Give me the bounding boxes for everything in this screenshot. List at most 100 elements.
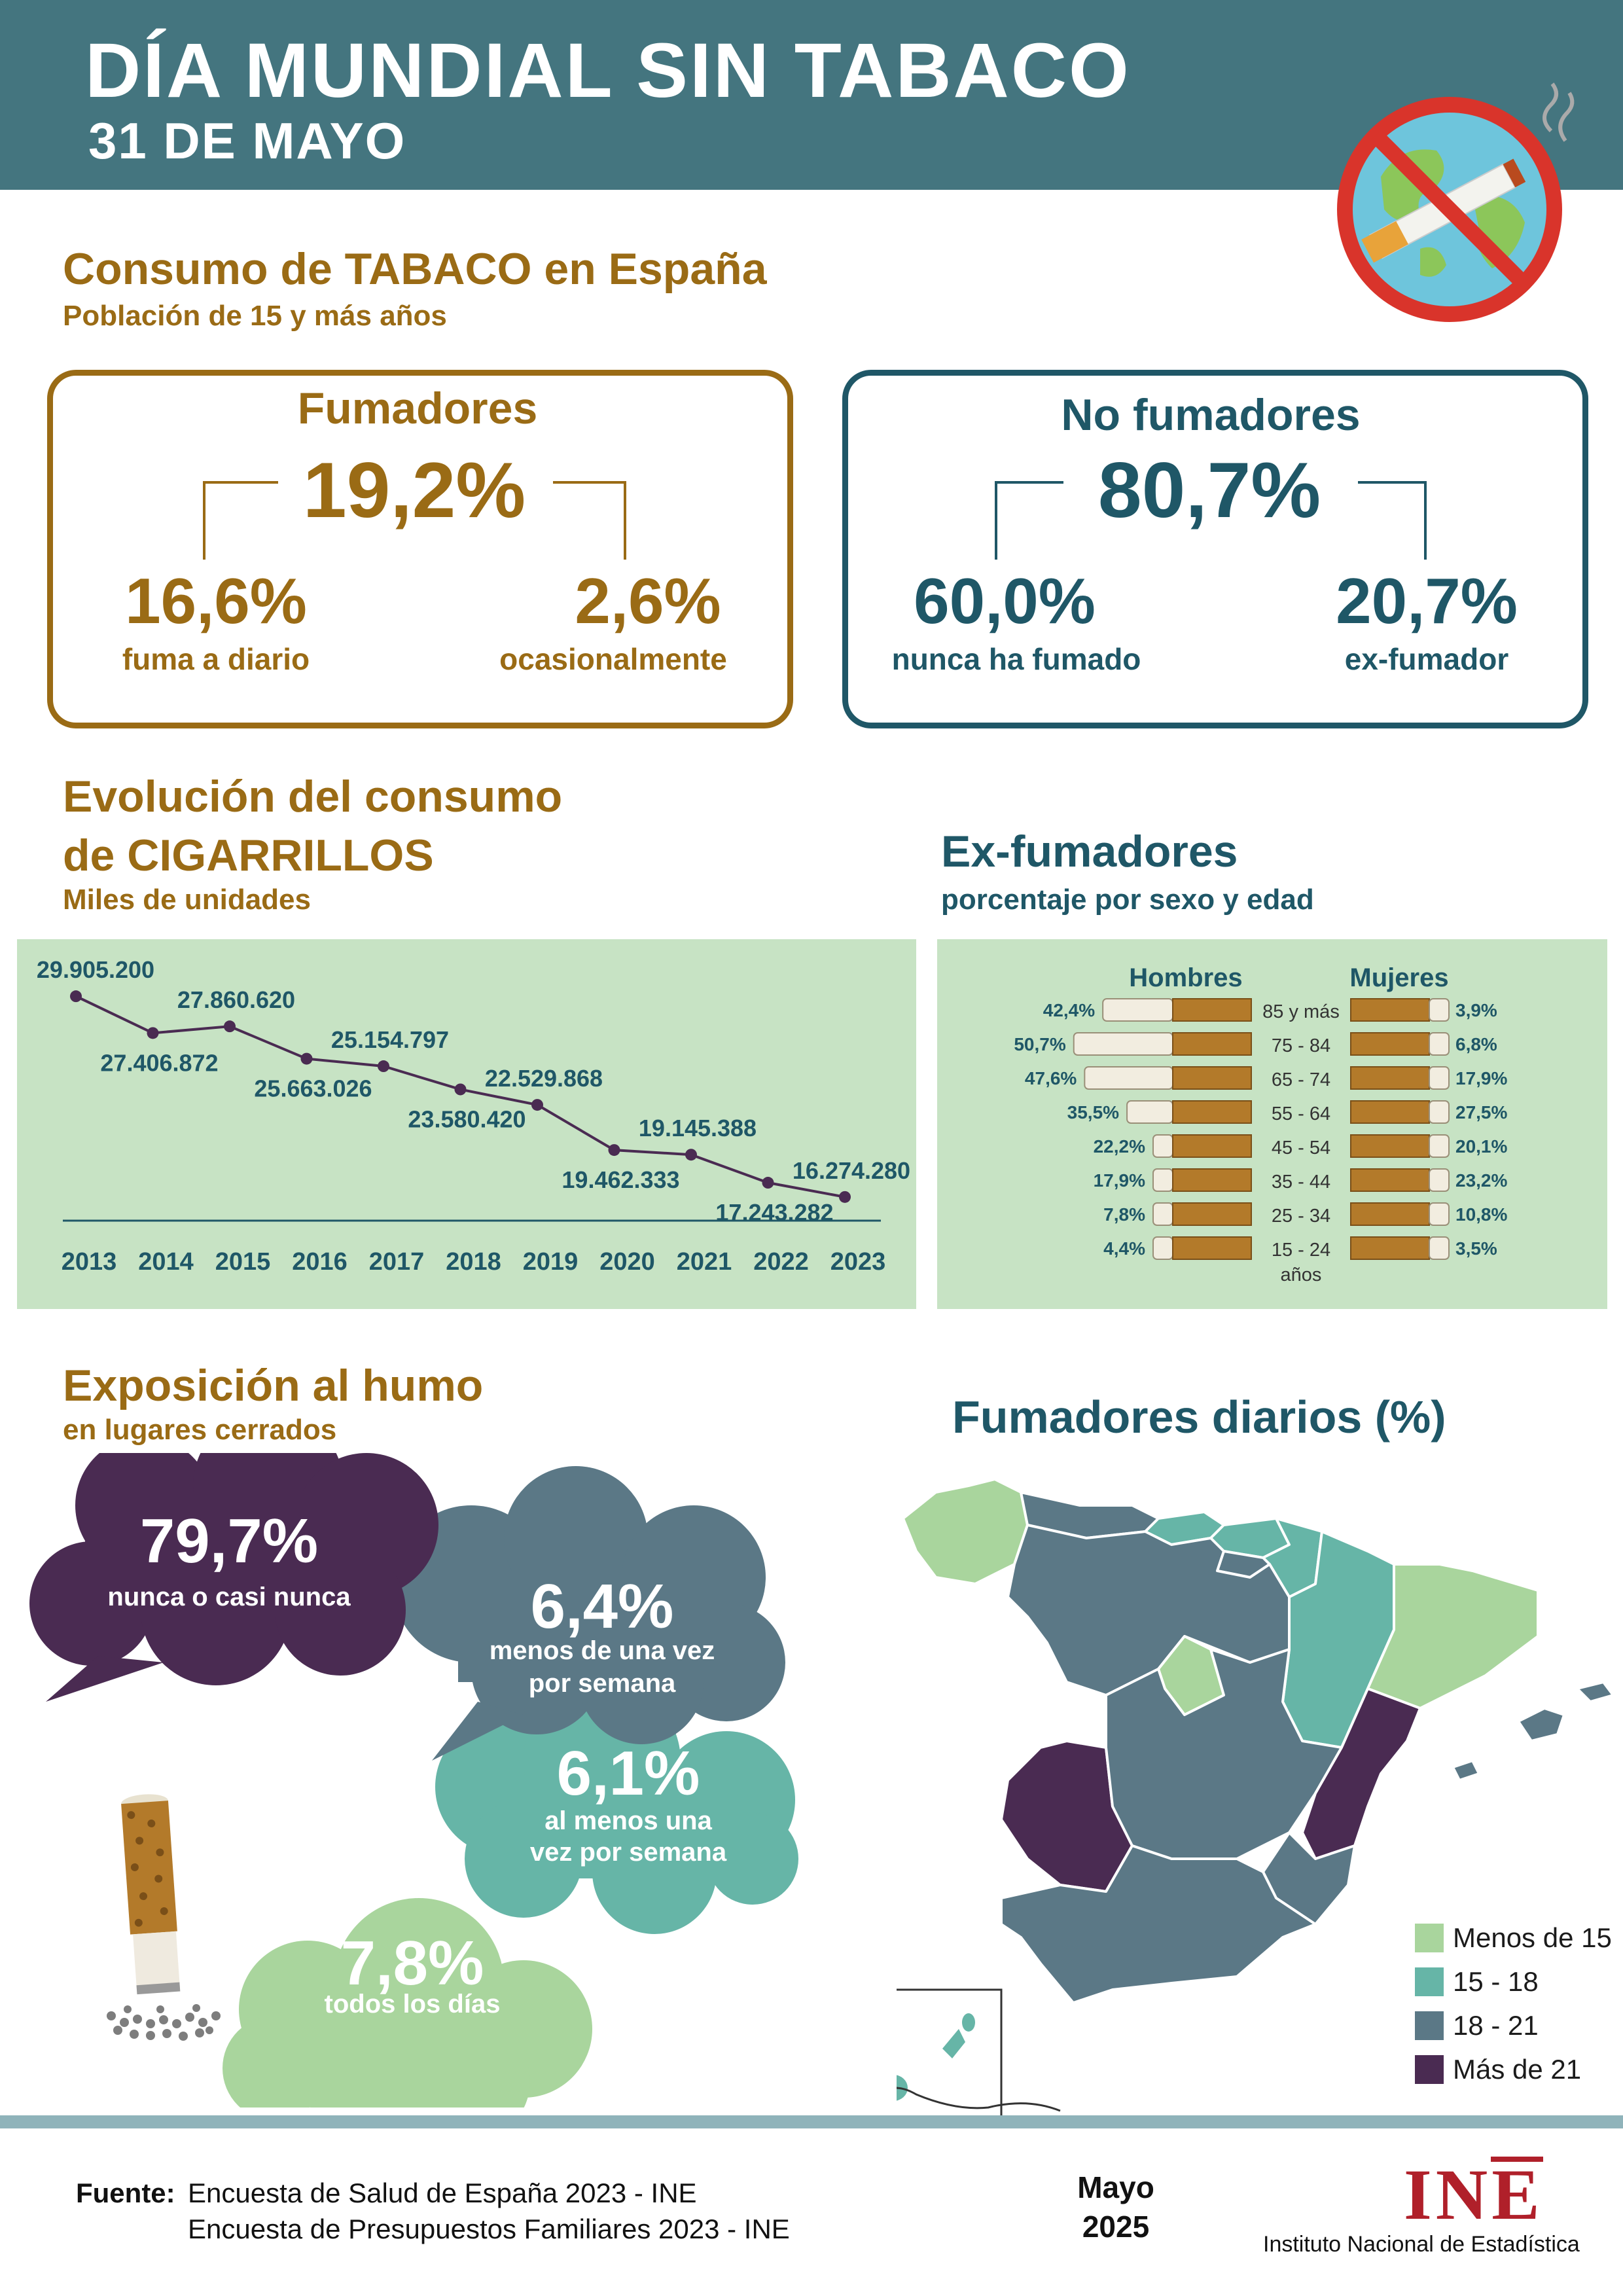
nonsmokers-label: No fumadores: [1061, 390, 1361, 440]
nonsmokers-never-label: nunca ha fumado: [891, 642, 1141, 676]
cigarette-filter: [1350, 1100, 1430, 1124]
data-label-mujeres: 3,5%: [1455, 1238, 1497, 1259]
cigarette-butt-icon: [107, 1794, 221, 2041]
cigarette-filter: [1172, 1032, 1252, 1056]
nonsmokers-bracket: [995, 481, 1427, 560]
cloud-weekly-label-1: al menos una: [544, 1806, 712, 1835]
data-point: [531, 1099, 543, 1111]
cigarette-paper: [1126, 1100, 1174, 1124]
bar-row: 7,8% 10,8% 25 - 34: [1103, 1202, 1507, 1227]
bar-mujeres: [1350, 1100, 1450, 1124]
cigarette-filter: [1350, 1202, 1430, 1226]
cigarette-paper: [1429, 1066, 1450, 1090]
footer-divider: [0, 2115, 1623, 2128]
spain-map: [897, 1478, 1614, 2121]
category-label: 25 - 34: [1272, 1206, 1330, 1227]
region-castilla-leon: [1007, 1524, 1291, 1696]
legend-item: Menos de 15: [1415, 1922, 1612, 1954]
cloud-weekly: [435, 1682, 798, 1934]
data-label-mujeres: 3,9%: [1455, 1000, 1497, 1020]
x-tick-label: 2016: [292, 1248, 348, 1276]
legend-label: Más de 21: [1453, 2054, 1582, 2085]
category-label: 15 - 24: [1272, 1240, 1330, 1261]
legend-hombres: Hombres: [1129, 963, 1242, 992]
ine-org-name: Instituto Nacional de Estadística: [1263, 2232, 1580, 2257]
x-tick-label: 2015: [215, 1248, 271, 1276]
cloud-less-weekly-label-2: por semana: [528, 1669, 676, 1698]
footer-source-2: Encuesta de Presupuestos Familiares 2023…: [188, 2214, 790, 2244]
line-chart: 29.905.200 2013 27.406.872 2014 27.860.620 20…: [37, 956, 910, 1276]
region-cataluna: [1366, 1563, 1539, 1710]
category-label: 55 - 64: [1272, 1103, 1330, 1124]
data-label-mujeres: 27,5%: [1455, 1102, 1507, 1122]
x-tick-label: 2020: [599, 1248, 655, 1276]
bar-hombres: [1126, 1100, 1252, 1124]
bar-mujeres: [1350, 1134, 1450, 1158]
data-point: [70, 990, 82, 1003]
ine-logo-accent: [1491, 2157, 1543, 2162]
cigarette-filter: [1350, 1066, 1430, 1090]
cloud-daily-label: todos los días: [324, 1990, 501, 2018]
evolucion-subtitle: Miles de unidades: [63, 884, 311, 916]
cigarette-filter: [1172, 1134, 1252, 1158]
bar-mujeres: [1350, 1168, 1450, 1192]
bar-mujeres: [1350, 1202, 1450, 1226]
legend-label: 18 - 21: [1453, 2010, 1539, 2041]
cigarette-paper: [1429, 998, 1450, 1022]
exfumadores-title: Ex-fumadores: [941, 827, 1238, 876]
cigarette-filter: [1350, 1168, 1430, 1192]
region-canarias: [897, 2013, 975, 2101]
evolucion-title-1: Evolución del consumo: [63, 772, 563, 821]
cloud-less-weekly-pct: 6,4%: [530, 1571, 674, 1641]
nonsmokers-ex-pct: 20,7%: [1336, 565, 1518, 637]
bar-mujeres: [1350, 998, 1450, 1022]
smokers-box: [47, 370, 793, 728]
data-label-hombres: 22,2%: [1094, 1136, 1145, 1157]
category-label: 65 - 74: [1272, 1069, 1330, 1090]
page-date: 31 DE MAYO: [88, 112, 406, 170]
cigarette-filter: [1350, 1236, 1430, 1260]
no-smoking-icon: [1337, 82, 1575, 322]
cigarette-paper: [1073, 1032, 1173, 1056]
smokers-bracket: [203, 481, 626, 560]
data-label: 25.154.797: [331, 1026, 449, 1053]
x-tick-label: 2023: [830, 1248, 886, 1276]
cigarette-paper: [1429, 1032, 1450, 1056]
data-label-hombres: 17,9%: [1094, 1170, 1145, 1191]
cigarette-filter: [1172, 1202, 1252, 1226]
data-label: 19.462.333: [562, 1166, 679, 1193]
region-baleares: [1517, 1707, 1565, 1742]
data-point: [762, 1177, 774, 1189]
footer-source-label: Fuente:: [76, 2178, 175, 2208]
cigarette-filter: [1172, 1100, 1252, 1124]
x-tick-label: 2022: [753, 1248, 809, 1276]
nonsmokers-box: [842, 370, 1588, 728]
consumo-title: Consumo de TABACO en España: [63, 244, 767, 294]
data-point: [147, 1027, 159, 1039]
bar-mujeres: [1350, 1032, 1450, 1056]
bar-mujeres: [1350, 1236, 1450, 1260]
x-tick-label: 2013: [62, 1248, 117, 1276]
cigarette-paper: [1429, 1168, 1450, 1192]
smokers-occasional-pct: 2,6%: [575, 565, 721, 637]
bar-hombres: [1152, 1236, 1252, 1260]
data-label: 22.529.868: [485, 1065, 603, 1092]
bar-hombres: [1102, 998, 1252, 1022]
data-label: 17.243.282: [715, 1199, 833, 1226]
consumo-subtitle: Población de 15 y más años: [63, 300, 447, 332]
footer-month: Mayo: [1077, 2170, 1154, 2204]
data-label-mujeres: 6,8%: [1455, 1034, 1497, 1054]
x-tick-label: 2017: [369, 1248, 425, 1276]
north-africa-coast: [897, 2087, 1061, 2112]
data-label-hombres: 42,4%: [1043, 1000, 1095, 1020]
cloud-never-label: nunca o casi nunca: [107, 1583, 351, 1611]
line-chart-panel: 29.905.200 2013 27.406.872 2014 27.860.620 20…: [17, 939, 916, 1309]
cigarette-filter: [1350, 1134, 1430, 1158]
smokers-label: Fumadores: [297, 384, 538, 433]
cigarette-paper: [1152, 1236, 1173, 1260]
bar-hombres: [1152, 1134, 1252, 1158]
data-point: [454, 1083, 467, 1096]
data-label: 23.580.420: [408, 1105, 526, 1132]
nonsmokers-ex-label: ex-fumador: [1344, 642, 1509, 676]
cigarette-paper: [1152, 1202, 1173, 1226]
